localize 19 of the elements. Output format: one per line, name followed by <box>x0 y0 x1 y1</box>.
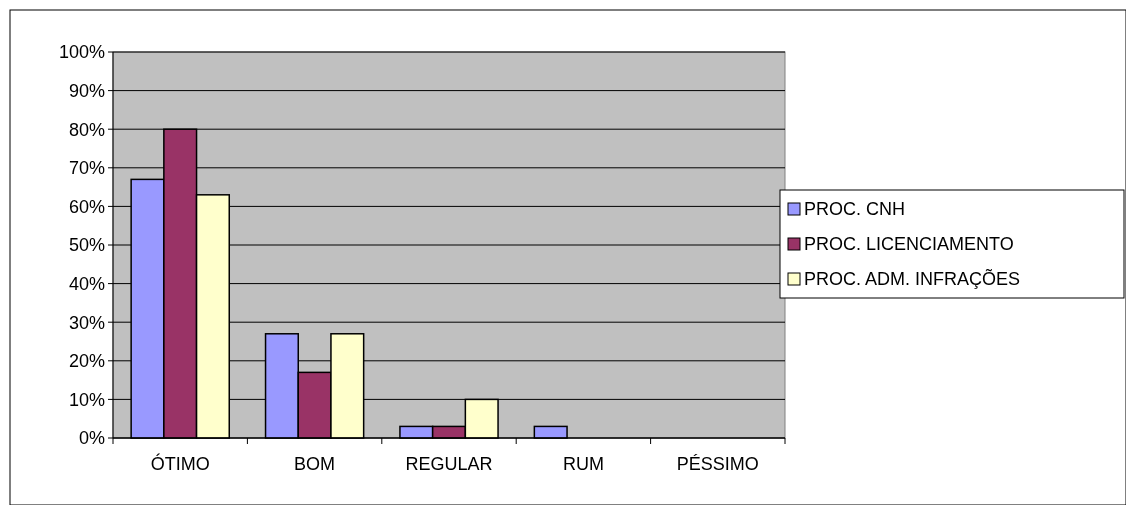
y-tick-label: 60% <box>68 196 105 217</box>
x-tick-label: BOM <box>294 454 336 474</box>
y-tick-label: 50% <box>68 235 105 256</box>
legend-label: PROC. ADM. INFRAÇÕES <box>804 268 1021 290</box>
y-tick-label: 100% <box>58 42 105 63</box>
y-tick-label: 30% <box>68 312 105 333</box>
legend-label: PROC. LICENCIAMENTO <box>804 234 1014 255</box>
y-tick-label: 0% <box>78 428 105 449</box>
legend-label: PROC. CNH <box>804 199 906 220</box>
x-tick-label: RUM <box>562 454 604 474</box>
y-tick-label: 40% <box>68 273 105 294</box>
x-tick-label: PÉSSIMO <box>676 454 759 474</box>
y-tick-label: 90% <box>68 80 105 101</box>
y-tick-label: 20% <box>68 351 105 372</box>
y-tick-label: 80% <box>68 119 105 140</box>
y-tick-label: 10% <box>68 389 105 410</box>
y-tick-label: 70% <box>68 158 105 179</box>
x-tick-label: ÓTIMO <box>150 453 210 474</box>
x-tick-label: REGULAR <box>405 454 493 474</box>
